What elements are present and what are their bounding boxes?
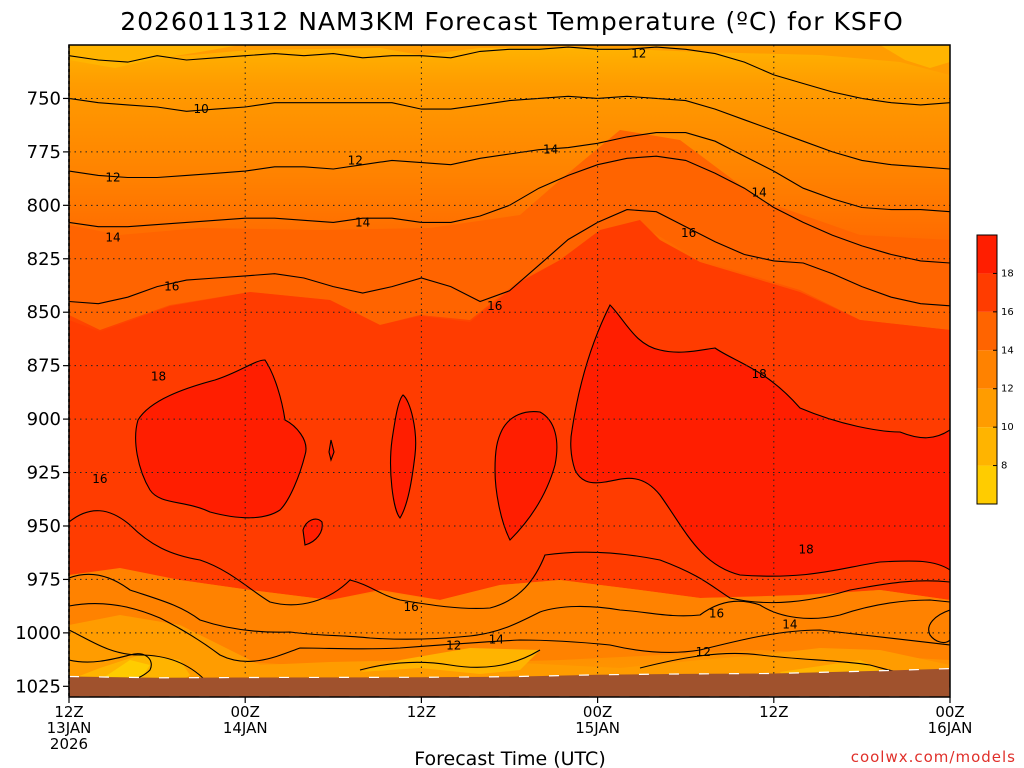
x-tick-label: 14JAN <box>223 719 268 737</box>
outline-16-low <box>69 510 950 609</box>
outline-12-low-d <box>639 652 911 673</box>
x-tick-label: 12Z <box>54 703 83 721</box>
colorbar-band <box>977 350 997 389</box>
max-temp-region-2 <box>390 395 416 518</box>
colorbar-tick-label: 10 <box>1001 422 1014 433</box>
contour-label: 14 <box>782 617 797 631</box>
warm-region-3 <box>880 45 950 68</box>
y-axis: 750 775 800 825 850 875 900 925 950 975 1000 1025 <box>15 88 69 697</box>
contour-label: 16 <box>487 299 502 313</box>
contour-label: 12 <box>446 639 461 653</box>
contour-label: 16 <box>709 607 724 621</box>
warm-region-4 <box>69 130 950 330</box>
colorbar-band <box>977 388 997 428</box>
colorbar-band <box>977 465 997 504</box>
chart-title: 2026011312 NAM3KM Forecast Temperature (… <box>120 7 904 36</box>
x-tick-label: 15JAN <box>575 719 620 737</box>
y-tick-label: 750 <box>27 88 61 109</box>
credit-text: coolwx.com/models <box>851 748 1016 766</box>
x-tick-label: 00Z <box>935 703 964 721</box>
contour-line-10 <box>69 95 950 170</box>
y-tick-label: 875 <box>27 356 61 377</box>
y-tick-label: 775 <box>27 142 61 163</box>
outline-18-e <box>302 518 323 546</box>
ground <box>69 667 950 697</box>
contour-label: 16 <box>164 280 179 294</box>
max-temp-region-1 <box>135 360 306 518</box>
contour-label: 10 <box>194 102 209 116</box>
colorbar-band <box>977 311 997 351</box>
outline-12-low-c <box>359 649 541 671</box>
x-tick-label: 13JAN <box>47 719 92 737</box>
outline-18-f <box>328 439 335 462</box>
contour-label: 14 <box>489 632 504 646</box>
contour-label: 12 <box>348 153 363 167</box>
outline-18-c <box>494 411 558 541</box>
contour-label: 16 <box>681 226 696 240</box>
contour-label: 12 <box>105 171 120 185</box>
contour-label: 18 <box>751 367 766 381</box>
outline-12-low <box>69 602 950 662</box>
colorbar-band <box>977 235 997 274</box>
outline-12-low-b <box>69 629 206 681</box>
y-tick-label: 1025 <box>15 676 61 697</box>
y-tick-label: 850 <box>27 302 61 323</box>
region-outlines <box>69 304 950 685</box>
colorbar-tick-label: 14 <box>1001 345 1014 356</box>
contour-label: 12 <box>631 47 646 61</box>
contour-label: 12 <box>696 645 711 659</box>
max-temp-region-4 <box>570 305 950 577</box>
contour-label: 18 <box>798 542 813 556</box>
outline-18-d <box>570 304 950 577</box>
y-tick-label: 825 <box>27 249 61 270</box>
contour-label: 16 <box>92 472 107 486</box>
x-tick-label: 12Z <box>759 703 788 721</box>
plot-area: 12 10 12 14 12 14 14 16 14 16 16 18 16 18 18 16 16 14 12 14… <box>69 45 950 697</box>
x-tick-label: 16JAN <box>928 719 973 737</box>
contour-line-12 <box>69 132 950 213</box>
colorbar-tick-label: 12 <box>1001 384 1014 395</box>
x-tick-label: 00Z <box>231 703 260 721</box>
y-tick-label: 1000 <box>15 623 61 644</box>
contour-label: 18 <box>151 369 166 383</box>
warm-region-1 <box>69 45 950 75</box>
x-axis-label: Forecast Time (UTC) <box>414 748 605 768</box>
y-tick-label: 800 <box>27 195 61 216</box>
y-tick-label: 950 <box>27 516 61 537</box>
colorbar-band <box>977 427 997 466</box>
colorbar: 8 10 12 14 16 18 <box>976 234 1014 505</box>
contour-label: 14 <box>355 215 370 229</box>
outline-14-right <box>928 609 950 644</box>
contour-labels: 12 10 12 14 12 14 14 16 14 16 16 18 16 18 18 16 16 14 12 14… <box>92 47 814 660</box>
y-tick-label: 925 <box>27 463 61 484</box>
colorbar-band <box>977 273 997 312</box>
contour-label: 14 <box>543 143 558 157</box>
colorbar-tick-label: 16 <box>1001 307 1014 318</box>
cool-region-4 <box>360 648 540 674</box>
contour-label: 16 <box>403 600 418 614</box>
x-tick-label: 00Z <box>583 703 612 721</box>
colorbar-frame <box>976 234 998 505</box>
colorbar-tick-label: 8 <box>1001 461 1007 472</box>
x-tick-label: 12Z <box>407 703 436 721</box>
y-tick-label: 900 <box>27 409 61 430</box>
outline-18-b <box>390 394 417 519</box>
x-tick-label: 2026 <box>50 735 88 753</box>
colorbar-tick-label: 18 <box>1001 268 1014 279</box>
y-tick-label: 975 <box>27 569 61 590</box>
outline-18-a <box>135 359 307 519</box>
contour-label: 14 <box>751 186 766 200</box>
contour-line-16 <box>69 209 950 307</box>
contour-line-12 <box>69 46 950 106</box>
contour-label: 14 <box>105 230 120 244</box>
cool-region-1 <box>69 568 950 665</box>
max-temp-region-3 <box>495 411 557 540</box>
outline-14-low <box>69 573 950 640</box>
